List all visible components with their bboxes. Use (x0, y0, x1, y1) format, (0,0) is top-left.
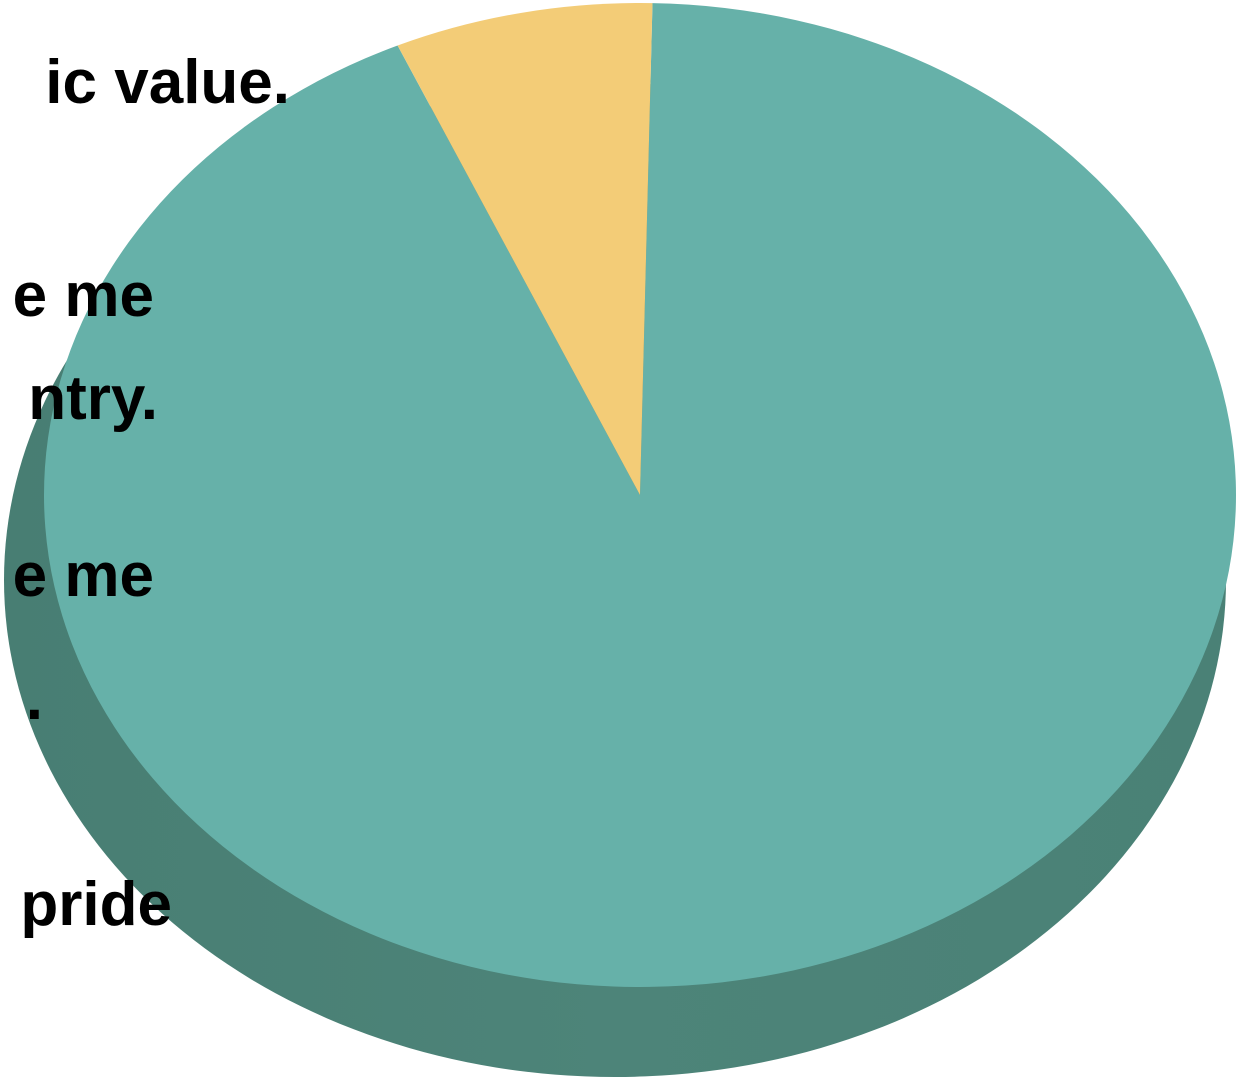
label-fragment-country: ntry. (28, 364, 158, 433)
label-fragment-period: . (25, 664, 43, 733)
label-fragment-public-value: ic value. (45, 48, 290, 117)
pie-slice-0 (43, 3, 1237, 988)
label-fragment-me-1: e me (12, 261, 154, 330)
label-fragment-me-2: e me (12, 541, 154, 610)
pie-slice-1 (397, 2, 653, 495)
label-fragment-pride: pride (20, 870, 172, 939)
